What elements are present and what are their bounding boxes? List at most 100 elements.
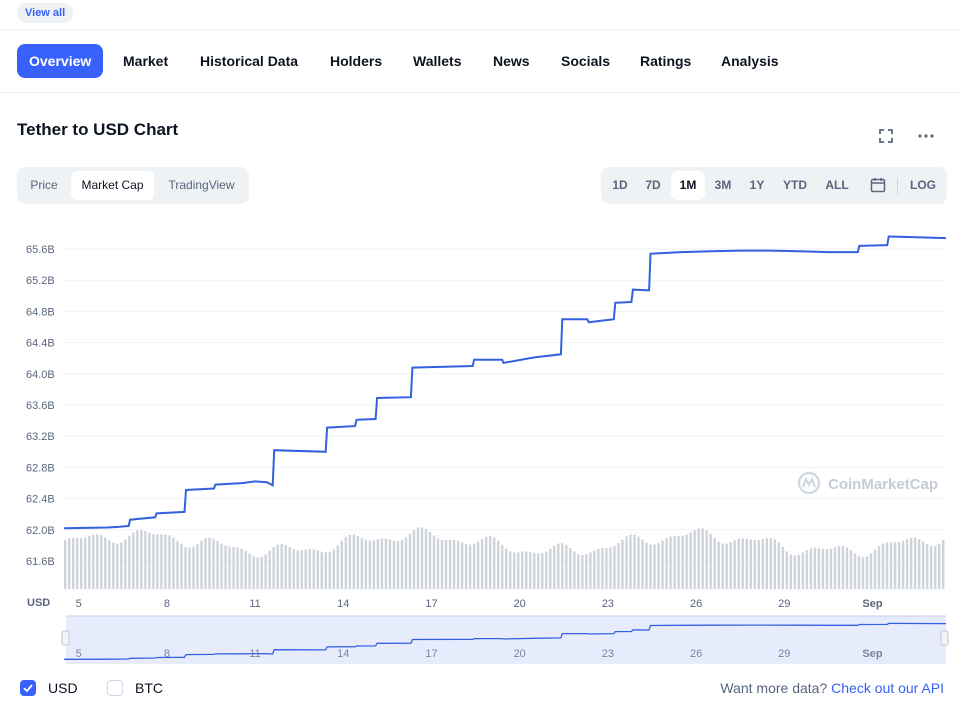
- volume-bar: [208, 537, 211, 589]
- volume-bar: [152, 533, 155, 589]
- tab-analysis[interactable]: Analysis: [721, 53, 779, 69]
- range-ytd[interactable]: YTD: [783, 178, 807, 192]
- btc-checkbox[interactable]: [107, 680, 123, 696]
- volume-bar: [809, 548, 813, 589]
- volume-bar: [204, 538, 207, 589]
- volume-bar: [332, 549, 336, 589]
- volume-bar: [264, 554, 267, 589]
- volume-bar: [452, 539, 456, 589]
- chart-mode-selector: Price Market Cap TradingView: [17, 167, 249, 204]
- volume-bar: [356, 535, 360, 589]
- volume-bar: [240, 548, 243, 589]
- navigator-labels: 5 8 11 14 17 20 23 26 29 Sep: [76, 648, 883, 660]
- volume-bar: [132, 532, 135, 589]
- volume-bar: [789, 554, 793, 589]
- volume-bar: [517, 552, 520, 589]
- volume-bar: [212, 538, 215, 589]
- range-1y[interactable]: 1Y: [749, 178, 765, 192]
- x-tick-label: 11: [249, 598, 260, 610]
- volume-bar: [276, 544, 279, 589]
- more-options-button[interactable]: [914, 124, 938, 148]
- chart-title: Tether to USD Chart: [17, 120, 179, 139]
- volume-bar: [216, 541, 219, 589]
- volume-bar: [352, 534, 356, 589]
- volume-bar: [252, 556, 255, 589]
- coinmarketcap-watermark: CoinMarketCap: [797, 471, 938, 495]
- volume-bar: [444, 539, 448, 589]
- volume-bar: [741, 538, 744, 589]
- volume-bar: [577, 554, 580, 589]
- range-7d[interactable]: 7D: [645, 178, 661, 192]
- x-tick-label: 20: [514, 598, 526, 610]
- tab-socials[interactable]: Socials: [561, 53, 611, 69]
- tab-news[interactable]: News: [493, 53, 530, 69]
- navigator[interactable]: 5 8 11 14 17 20 23 26 29 Sep: [61, 615, 949, 664]
- fullscreen-button[interactable]: [874, 124, 898, 148]
- volume-bar: [412, 530, 416, 589]
- volume-bar: [248, 553, 251, 589]
- volume-bar: [929, 545, 933, 589]
- tab-ratings[interactable]: Ratings: [640, 53, 692, 69]
- tab-wallets[interactable]: Wallets: [413, 53, 462, 69]
- view-all-button[interactable]: View all: [17, 3, 74, 23]
- x-tick-label: 26: [690, 598, 702, 610]
- api-link[interactable]: Check out our API: [831, 680, 944, 696]
- navigator-tick-label: 23: [602, 648, 614, 660]
- volume-bar: [328, 551, 331, 589]
- volume-bar: [561, 543, 564, 589]
- y-tick-label: 64.4B: [26, 338, 55, 350]
- market-cap-chart[interactable]: 65.6B 65.2B 64.8B 64.4B 64.0B 63.6B 63.2B 62.8B…: [0, 215, 961, 670]
- volume-bar: [424, 529, 428, 589]
- volume-bar: [937, 543, 941, 589]
- volume-bar: [164, 534, 167, 589]
- range-3m[interactable]: 3M: [714, 178, 732, 192]
- volume-bar: [228, 546, 231, 589]
- volume-bar: [845, 547, 849, 589]
- volume-bar: [761, 539, 764, 589]
- mode-market-cap[interactable]: Market Cap: [71, 171, 154, 200]
- volume-bar: [128, 535, 131, 589]
- x-tick-label: 5: [76, 598, 82, 610]
- volume-bar: [645, 542, 648, 589]
- volume-bar: [829, 548, 833, 589]
- mode-price[interactable]: Price: [30, 178, 58, 192]
- volume-bar: [492, 537, 496, 589]
- volume-bar: [709, 533, 712, 589]
- navigator-tick-label: 26: [690, 648, 702, 660]
- range-1m[interactable]: 1M: [671, 171, 705, 200]
- volume-bar: [701, 528, 704, 589]
- range-all[interactable]: ALL: [825, 178, 849, 192]
- btc-legend-label[interactable]: BTC: [135, 680, 163, 696]
- volume-bar: [324, 552, 327, 589]
- fullscreen-icon: [879, 129, 893, 143]
- usd-legend-label[interactable]: USD: [48, 680, 78, 696]
- volume-bar: [420, 527, 424, 589]
- tab-overview[interactable]: Overview: [17, 44, 104, 78]
- range-1d[interactable]: 1D: [612, 178, 628, 192]
- usd-checkbox[interactable]: [20, 680, 36, 696]
- volume-bar: [625, 536, 628, 589]
- tab-market[interactable]: Market: [123, 53, 169, 69]
- volume-bar: [144, 530, 147, 589]
- volume-bar: [785, 551, 789, 589]
- navigator-right-handle[interactable]: [940, 630, 949, 646]
- calendar-button[interactable]: [865, 171, 891, 200]
- volume-bar: [196, 543, 199, 589]
- tab-holders[interactable]: Holders: [330, 53, 383, 69]
- volume-bar: [769, 537, 772, 589]
- volume-bar: [805, 550, 809, 589]
- volume-bar: [905, 539, 909, 589]
- log-scale-toggle[interactable]: LOG: [910, 178, 936, 192]
- volume-bar: [601, 548, 604, 589]
- mode-tradingview[interactable]: TradingView: [168, 178, 235, 192]
- api-promo: Want more data? Check out our API: [720, 679, 944, 697]
- volume-bar: [308, 549, 311, 589]
- volume-bar: [156, 534, 159, 589]
- volume-bar: [793, 555, 797, 589]
- volume-bar: [609, 547, 612, 589]
- tab-historical-data[interactable]: Historical Data: [200, 53, 299, 69]
- volume-bar: [148, 532, 151, 589]
- navigator-left-handle[interactable]: [61, 630, 70, 646]
- volume-bar: [68, 538, 71, 589]
- volume-bar: [124, 539, 127, 589]
